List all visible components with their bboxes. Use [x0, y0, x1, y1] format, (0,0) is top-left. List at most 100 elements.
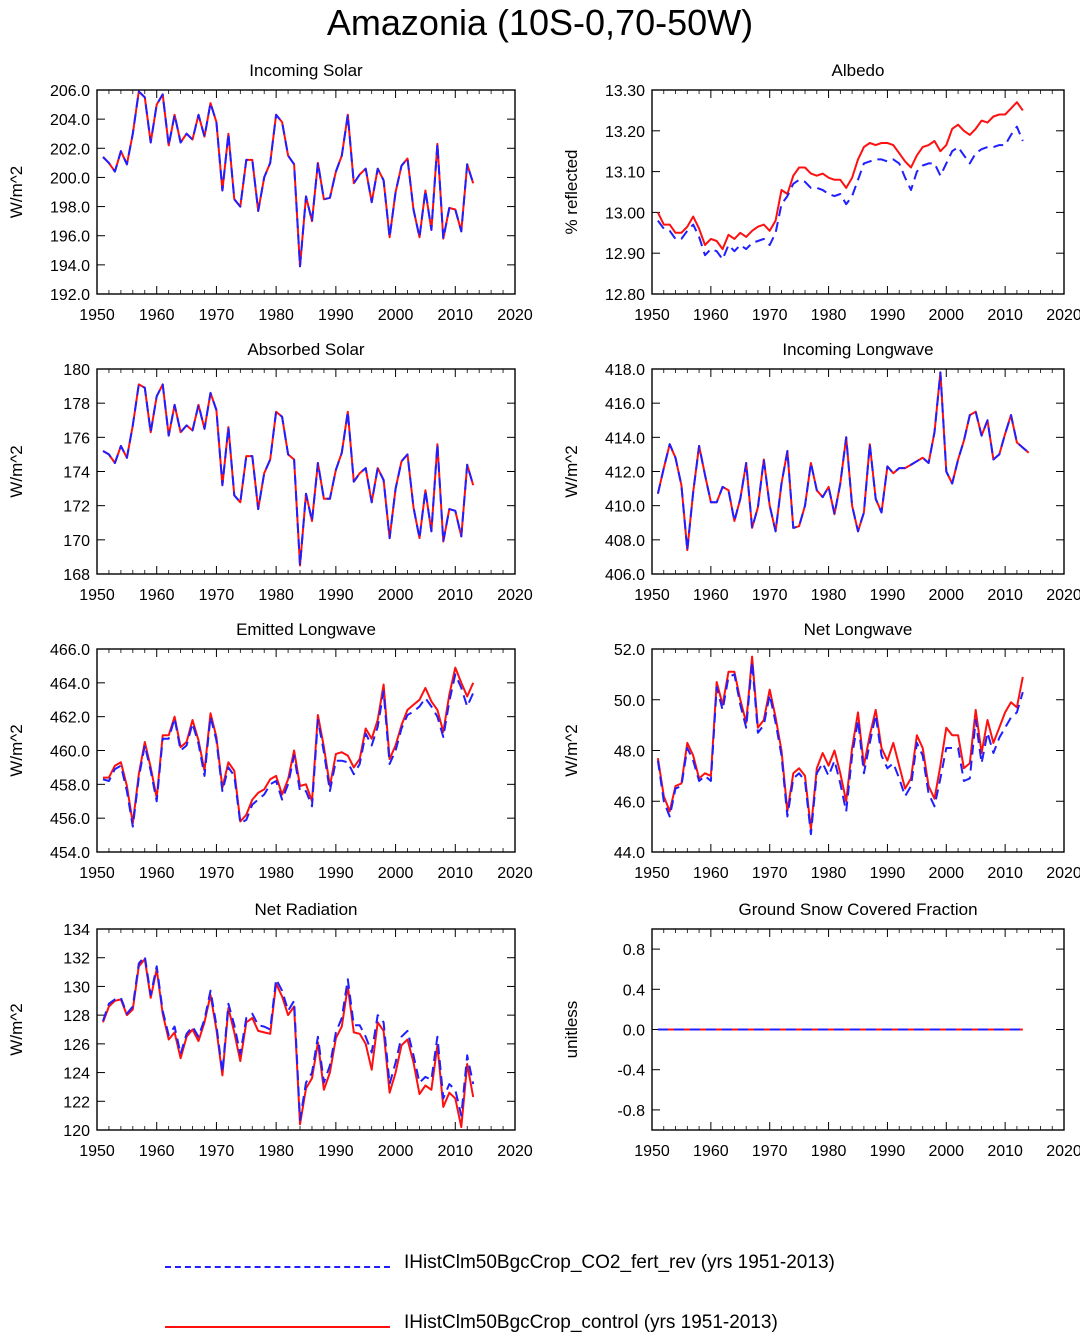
- x-tick-label: 1980: [811, 587, 847, 604]
- x-tick-label: 1980: [811, 1143, 847, 1160]
- y-tick-label: 170: [63, 533, 90, 550]
- y-axis-label: W/m^2: [7, 724, 26, 776]
- chart-title: Emitted Longwave: [236, 620, 376, 639]
- series-line-dashed: [102, 383, 475, 567]
- x-tick-label: 2020: [1046, 1143, 1080, 1160]
- y-tick-label: 408.0: [605, 533, 645, 550]
- x-tick-label: 2020: [497, 587, 533, 604]
- x-tick-label: 1960: [693, 587, 729, 604]
- legend-label-1: IHistClm50BgcCrop_CO2_fert_rev (yrs 1951…: [404, 1252, 835, 1273]
- x-tick-label: 1990: [318, 307, 354, 324]
- y-tick-label: 46.0: [614, 794, 645, 811]
- legend-entry-2: IHistClm50BgcCrop_control (yrs 1951-2013…: [0, 1312, 1080, 1342]
- y-tick-label: 198.0: [50, 200, 90, 217]
- x-tick-label: 1970: [199, 1143, 235, 1160]
- x-tick-label: 1960: [693, 307, 729, 324]
- x-tick-label: 2000: [928, 307, 964, 324]
- y-tick-label: 124: [63, 1066, 90, 1083]
- series-line-solid: [102, 958, 475, 1129]
- x-tick-label: 1960: [139, 865, 175, 882]
- y-tick-label: 466.0: [50, 642, 90, 659]
- chart-panel-1: 1950 1960 1970 1980 1990 2000 2010 2020 192.0 194…: [7, 61, 533, 324]
- plot-frame: [651, 89, 1065, 295]
- legend-swatch-solid: [165, 1326, 390, 1328]
- x-tick-label: 1990: [870, 587, 906, 604]
- x-tick-label: 1950: [634, 307, 670, 324]
- x-tick-label: 1990: [870, 307, 906, 324]
- y-axis-label: W/m^2: [7, 1003, 26, 1055]
- x-tick-label: 1990: [318, 1143, 354, 1160]
- y-axis-label: W/m^2: [7, 445, 26, 497]
- chart-title: Net Longwave: [804, 620, 913, 639]
- y-tick-label: 460.0: [50, 744, 90, 761]
- legend-label-2: IHistClm50BgcCrop_control (yrs 1951-2013…: [404, 1312, 778, 1333]
- y-tick-label: 180: [63, 362, 90, 379]
- y-tick-label: 50.0: [614, 693, 645, 710]
- series-line-solid: [656, 101, 1024, 251]
- x-tick-label: 1960: [139, 587, 175, 604]
- y-tick-label: 52.0: [614, 642, 645, 659]
- y-tick-label: 206.0: [50, 83, 90, 100]
- x-tick-label: 1990: [870, 865, 906, 882]
- x-tick-label: 1980: [258, 307, 294, 324]
- x-tick-label: 1950: [79, 865, 115, 882]
- x-tick-label: 1970: [199, 587, 235, 604]
- x-tick-label: 1970: [752, 1143, 788, 1160]
- x-tick-label: 1950: [79, 587, 115, 604]
- y-tick-label: 416.0: [605, 396, 645, 413]
- y-tick-label: 0.8: [623, 942, 645, 959]
- y-tick-label: 196.0: [50, 229, 90, 246]
- x-tick-label: 1970: [199, 865, 235, 882]
- x-tick-label: 2010: [987, 587, 1023, 604]
- chart-title: Absorbed Solar: [247, 340, 365, 359]
- y-tick-label: 126: [63, 1037, 90, 1054]
- x-tick-label: 1970: [199, 307, 235, 324]
- y-tick-label: 454.0: [50, 845, 90, 862]
- y-axis-label: W/m^2: [562, 445, 581, 497]
- x-tick-label: 1950: [634, 1143, 670, 1160]
- x-tick-label: 1950: [79, 307, 115, 324]
- x-tick-label: 1980: [258, 587, 294, 604]
- x-tick-label: 1990: [870, 1143, 906, 1160]
- x-tick-label: 1960: [139, 307, 175, 324]
- series-line-dashed: [657, 125, 1024, 261]
- x-tick-label: 2010: [437, 1143, 473, 1160]
- series-line-dashed: [656, 371, 1030, 552]
- y-tick-label: 414.0: [605, 430, 645, 447]
- plot-frame: [651, 648, 1065, 853]
- x-tick-label: 1970: [752, 587, 788, 604]
- x-tick-label: 2000: [378, 1143, 414, 1160]
- x-tick-label: 1980: [258, 1143, 294, 1160]
- series-line-dashed: [102, 90, 475, 268]
- y-tick-label: 48.0: [614, 744, 645, 761]
- y-tick-label: 13.20: [605, 124, 645, 141]
- x-tick-label: 2020: [497, 307, 533, 324]
- x-tick-label: 2010: [987, 307, 1023, 324]
- x-tick-label: 1980: [811, 865, 847, 882]
- x-tick-label: 2000: [378, 587, 414, 604]
- y-tick-label: 120: [63, 1123, 90, 1140]
- series-line-dashed: [102, 955, 475, 1121]
- y-tick-label: 168: [63, 567, 90, 584]
- series-line-solid: [656, 655, 1024, 831]
- chart-title: Incoming Longwave: [782, 340, 933, 359]
- x-tick-label: 1990: [318, 865, 354, 882]
- y-tick-label: 13.00: [605, 205, 645, 222]
- y-tick-label: 458.0: [50, 777, 90, 794]
- x-tick-label: 1950: [634, 865, 670, 882]
- y-tick-label: 406.0: [605, 567, 645, 584]
- x-tick-label: 1970: [752, 865, 788, 882]
- chart-title: Incoming Solar: [249, 61, 363, 80]
- x-tick-label: 2010: [437, 865, 473, 882]
- chart-panel-4: 1950 1960 1970 1980 1990 2000 2010 2020 406.0 408…: [562, 340, 1080, 604]
- x-tick-label: 2000: [378, 865, 414, 882]
- x-tick-label: 1970: [752, 307, 788, 324]
- y-tick-label: 202.0: [50, 141, 90, 158]
- y-tick-label: 13.10: [605, 165, 645, 182]
- y-tick-label: 204.0: [50, 112, 90, 129]
- chart-panel-2: 1950 1960 1970 1980 1990 2000 2010 2020 12.80 12.…: [562, 61, 1080, 324]
- x-tick-label: 1960: [693, 865, 729, 882]
- y-tick-label: 12.90: [605, 246, 645, 263]
- figure-title: Amazonia (10S-0,70-50W): [326, 2, 754, 43]
